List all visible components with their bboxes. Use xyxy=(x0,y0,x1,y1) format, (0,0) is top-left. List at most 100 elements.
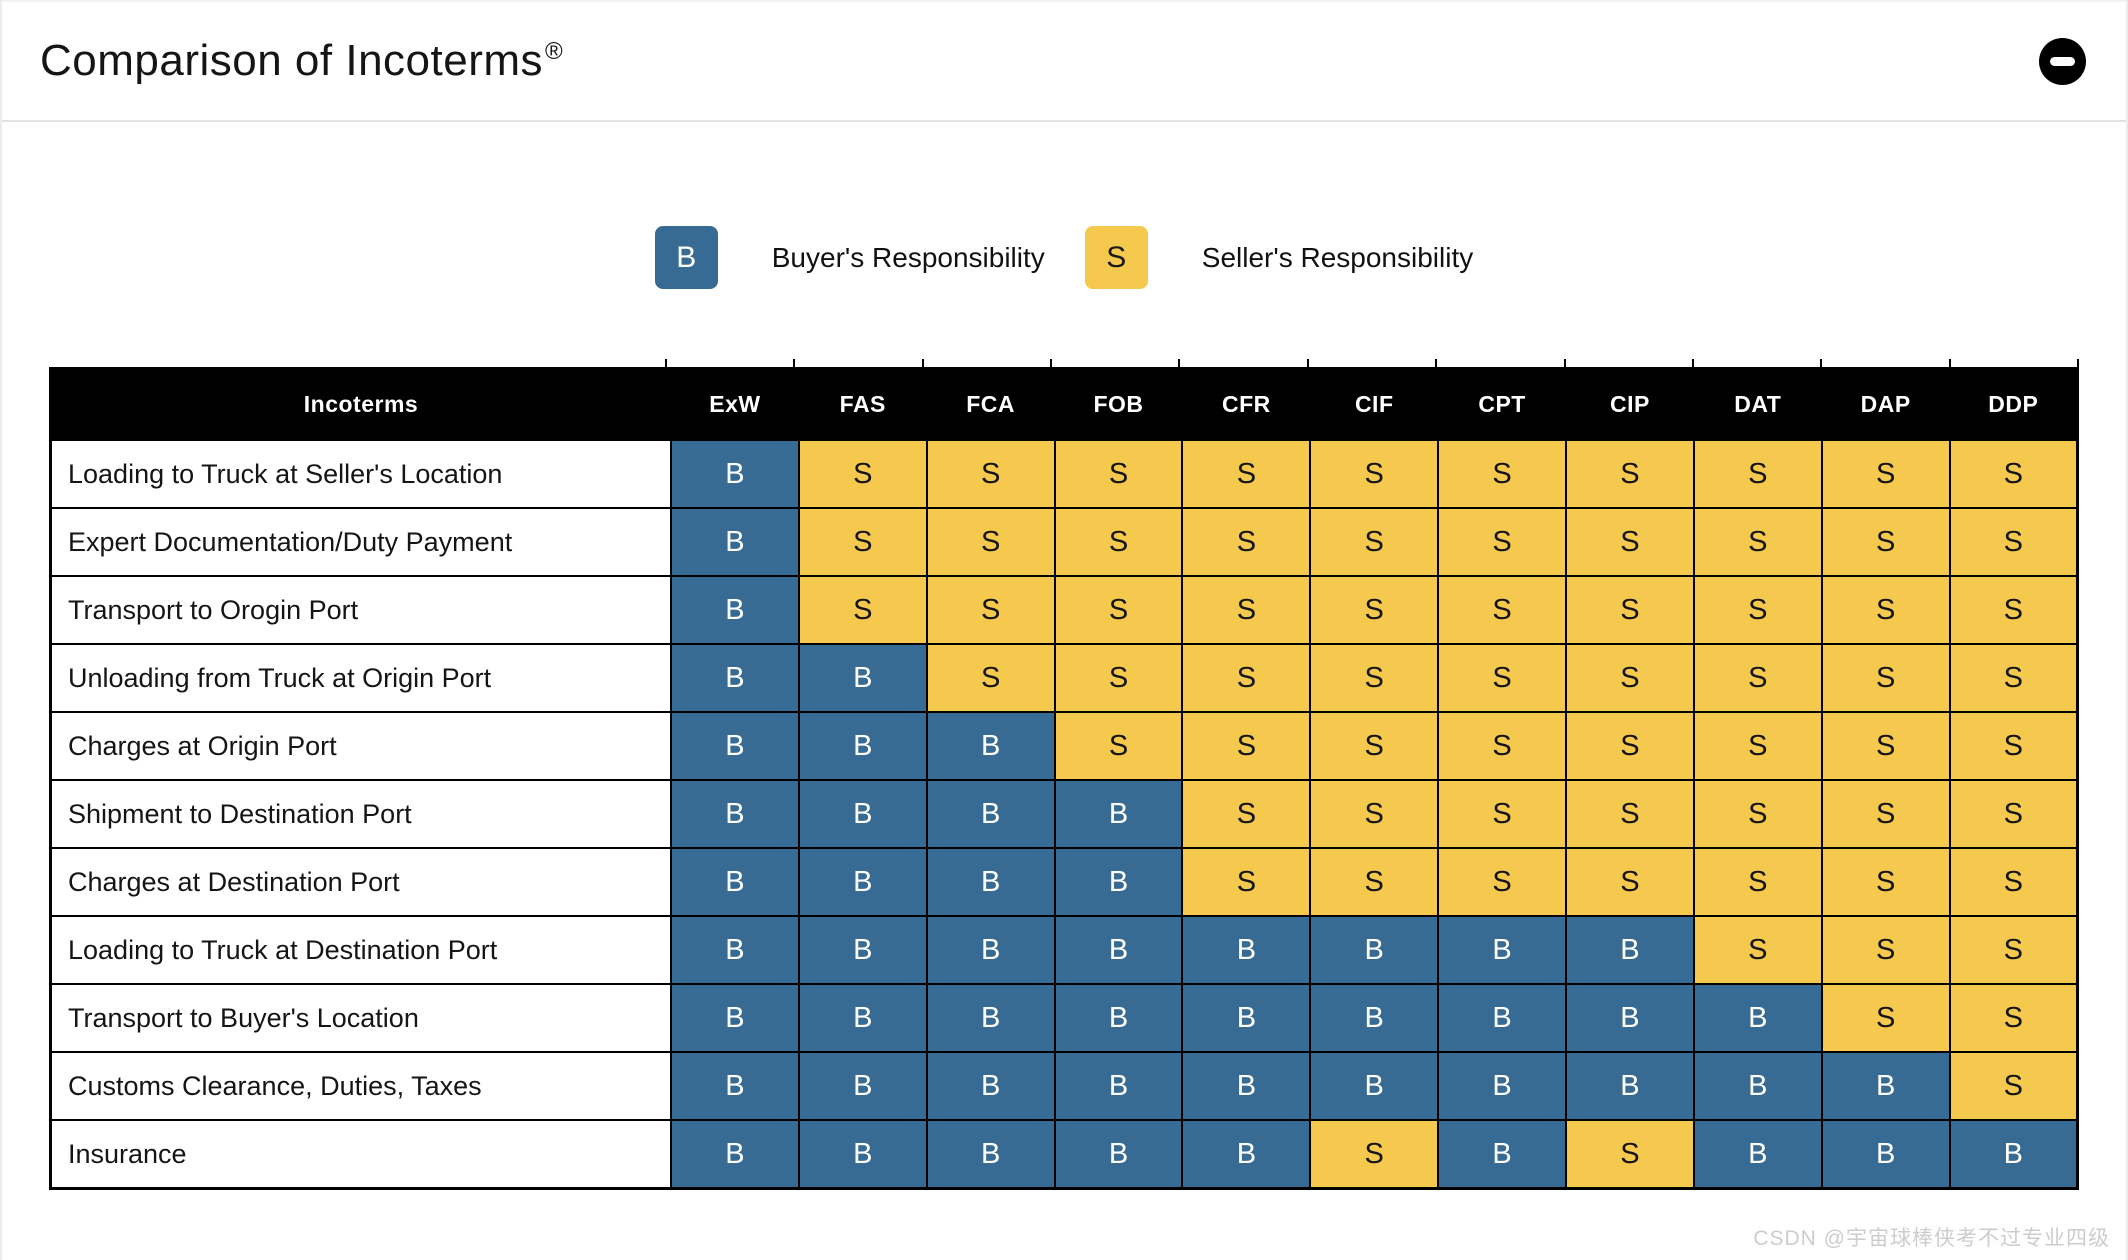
seller-swatch: S xyxy=(1084,226,1148,289)
responsibility-cell: B xyxy=(1053,779,1184,849)
responsibility-cell: B xyxy=(1181,983,1312,1053)
responsibility-cell: B xyxy=(1181,1119,1312,1190)
responsibility-cell: B xyxy=(925,711,1056,781)
responsibility-cell: S xyxy=(1565,1119,1695,1190)
responsibility-cell: S xyxy=(1181,779,1312,849)
responsibility-cell: S xyxy=(1948,643,2079,713)
responsibility-cell: B xyxy=(1053,915,1184,985)
responsibility-cell: S xyxy=(1948,779,2079,849)
responsibility-cell: S xyxy=(1309,643,1440,713)
responsibility-cell: S xyxy=(1948,915,2079,985)
table-body: Loading to Truck at Seller's Location B S S… xyxy=(49,439,2079,1190)
column-header-incoterms: Incoterms xyxy=(49,367,672,441)
responsibility-cell: S xyxy=(1820,643,1951,713)
column-tick xyxy=(1820,359,1948,367)
responsibility-cell: B xyxy=(925,915,1056,985)
legend-item-seller: S Seller's Responsibility xyxy=(1084,226,1473,289)
responsibility-cell: B xyxy=(670,847,800,917)
table-row: Charges at Destination Port B B B B S S S S S S S xyxy=(49,847,2079,917)
responsibility-cell: S xyxy=(1437,847,1568,917)
responsibility-cell: B xyxy=(925,983,1056,1053)
table-row: Unloading from Truck at Origin Port B B S S S… xyxy=(49,643,2079,713)
collapse-button[interactable] xyxy=(2039,38,2086,85)
responsibility-cell: S xyxy=(1692,507,1823,577)
responsibility-cell: S xyxy=(1948,575,2079,645)
responsibility-cell: B xyxy=(1948,1119,2079,1190)
responsibility-cell: B xyxy=(797,1051,928,1121)
responsibility-cell: S xyxy=(1565,779,1695,849)
responsibility-cell: B xyxy=(925,1119,1056,1190)
responsibility-cell: S xyxy=(797,439,928,509)
responsibility-cell: S xyxy=(1565,439,1695,509)
column-header-cfr: CFR xyxy=(1181,367,1312,441)
responsibility-cell: S xyxy=(925,643,1056,713)
title-bar: Comparison of Incoterms® xyxy=(2,0,2126,122)
table-header: Incoterms ExW FAS FCA FOB CFR CIF CPT CIP DAT DAP D… xyxy=(49,367,2079,441)
responsibility-cell: S xyxy=(1437,507,1568,577)
page-title: Comparison of Incoterms® xyxy=(40,36,563,86)
table-row: Customs Clearance, Duties, Taxes B B B B B B B B… xyxy=(49,1051,2079,1121)
responsibility-cell: B xyxy=(1692,1051,1823,1121)
row-label: Charges at Origin Port xyxy=(49,711,672,781)
column-tick xyxy=(1563,359,1692,367)
table-row: Transport to Orogin Port B S S S S S S S S S S xyxy=(49,575,2079,645)
column-tick xyxy=(1948,359,2079,367)
column-tick xyxy=(1691,359,1820,367)
row-label: Transport to Buyer's Location xyxy=(49,983,672,1053)
responsibility-cell: S xyxy=(1309,1119,1440,1190)
column-header-exw: ExW xyxy=(670,367,800,441)
row-label: Charges at Destination Port xyxy=(49,847,672,917)
responsibility-cell: B xyxy=(1565,983,1695,1053)
responsibility-cell: S xyxy=(1309,779,1440,849)
responsibility-cell: S xyxy=(1053,711,1184,781)
responsibility-cell: S xyxy=(1820,983,1951,1053)
responsibility-cell: B xyxy=(1437,1051,1568,1121)
column-ticks xyxy=(49,359,2079,367)
responsibility-cell: S xyxy=(1692,711,1823,781)
responsibility-cell: S xyxy=(1437,711,1568,781)
column-header-fob: FOB xyxy=(1053,367,1184,441)
buyer-label: Buyer's Responsibility xyxy=(771,241,1045,273)
row-label: Customs Clearance, Duties, Taxes xyxy=(49,1051,672,1121)
table-row: Expert Documentation/Duty Payment B S S S S S S… xyxy=(49,507,2079,577)
column-tick xyxy=(1178,359,1306,367)
responsibility-cell: S xyxy=(1692,643,1823,713)
responsibility-cell: S xyxy=(1820,915,1951,985)
page-title-text: Comparison of Incoterms xyxy=(40,36,544,85)
responsibility-cell: B xyxy=(1820,1119,1951,1190)
responsibility-cell: S xyxy=(1565,643,1695,713)
responsibility-cell: B xyxy=(797,1119,928,1190)
column-header-cip: CIP xyxy=(1565,367,1695,441)
row-label: Transport to Orogin Port xyxy=(49,575,672,645)
responsibility-cell: S xyxy=(1565,575,1695,645)
responsibility-cell: B xyxy=(670,1051,800,1121)
table-row: Insurance B B B B B S B S B B B xyxy=(49,1119,2079,1190)
responsibility-cell: S xyxy=(1437,643,1568,713)
responsibility-cell: S xyxy=(1948,1051,2079,1121)
responsibility-cell: S xyxy=(797,507,928,577)
responsibility-cell: S xyxy=(925,507,1056,577)
responsibility-cell: B xyxy=(1181,1051,1312,1121)
responsibility-cell: S xyxy=(1181,575,1312,645)
responsibility-cell: S xyxy=(1565,711,1695,781)
responsibility-cell: S xyxy=(1692,779,1823,849)
responsibility-cell: S xyxy=(1820,575,1951,645)
responsibility-cell: B xyxy=(925,1051,1056,1121)
row-label: Shipment to Destination Port xyxy=(49,779,672,849)
responsibility-cell: B xyxy=(670,779,800,849)
responsibility-cell: S xyxy=(1948,439,2079,509)
responsibility-cell: B xyxy=(1437,915,1568,985)
responsibility-cell: B xyxy=(1565,915,1695,985)
responsibility-cell: B xyxy=(670,439,800,509)
responsibility-cell: S xyxy=(1692,575,1823,645)
column-header-cif: CIF xyxy=(1309,367,1440,441)
responsibility-cell: B xyxy=(1053,847,1184,917)
responsibility-cell: B xyxy=(1053,983,1184,1053)
responsibility-cell: B xyxy=(797,779,928,849)
table-area: Incoterms ExW FAS FCA FOB CFR CIF CPT CIP DAT DAP D… xyxy=(49,359,2079,1190)
responsibility-cell: S xyxy=(1692,915,1823,985)
table-row: Shipment to Destination Port B B B B S S S S S S S xyxy=(49,779,2079,849)
responsibility-cell: S xyxy=(1181,711,1312,781)
responsibility-cell: S xyxy=(1309,711,1440,781)
